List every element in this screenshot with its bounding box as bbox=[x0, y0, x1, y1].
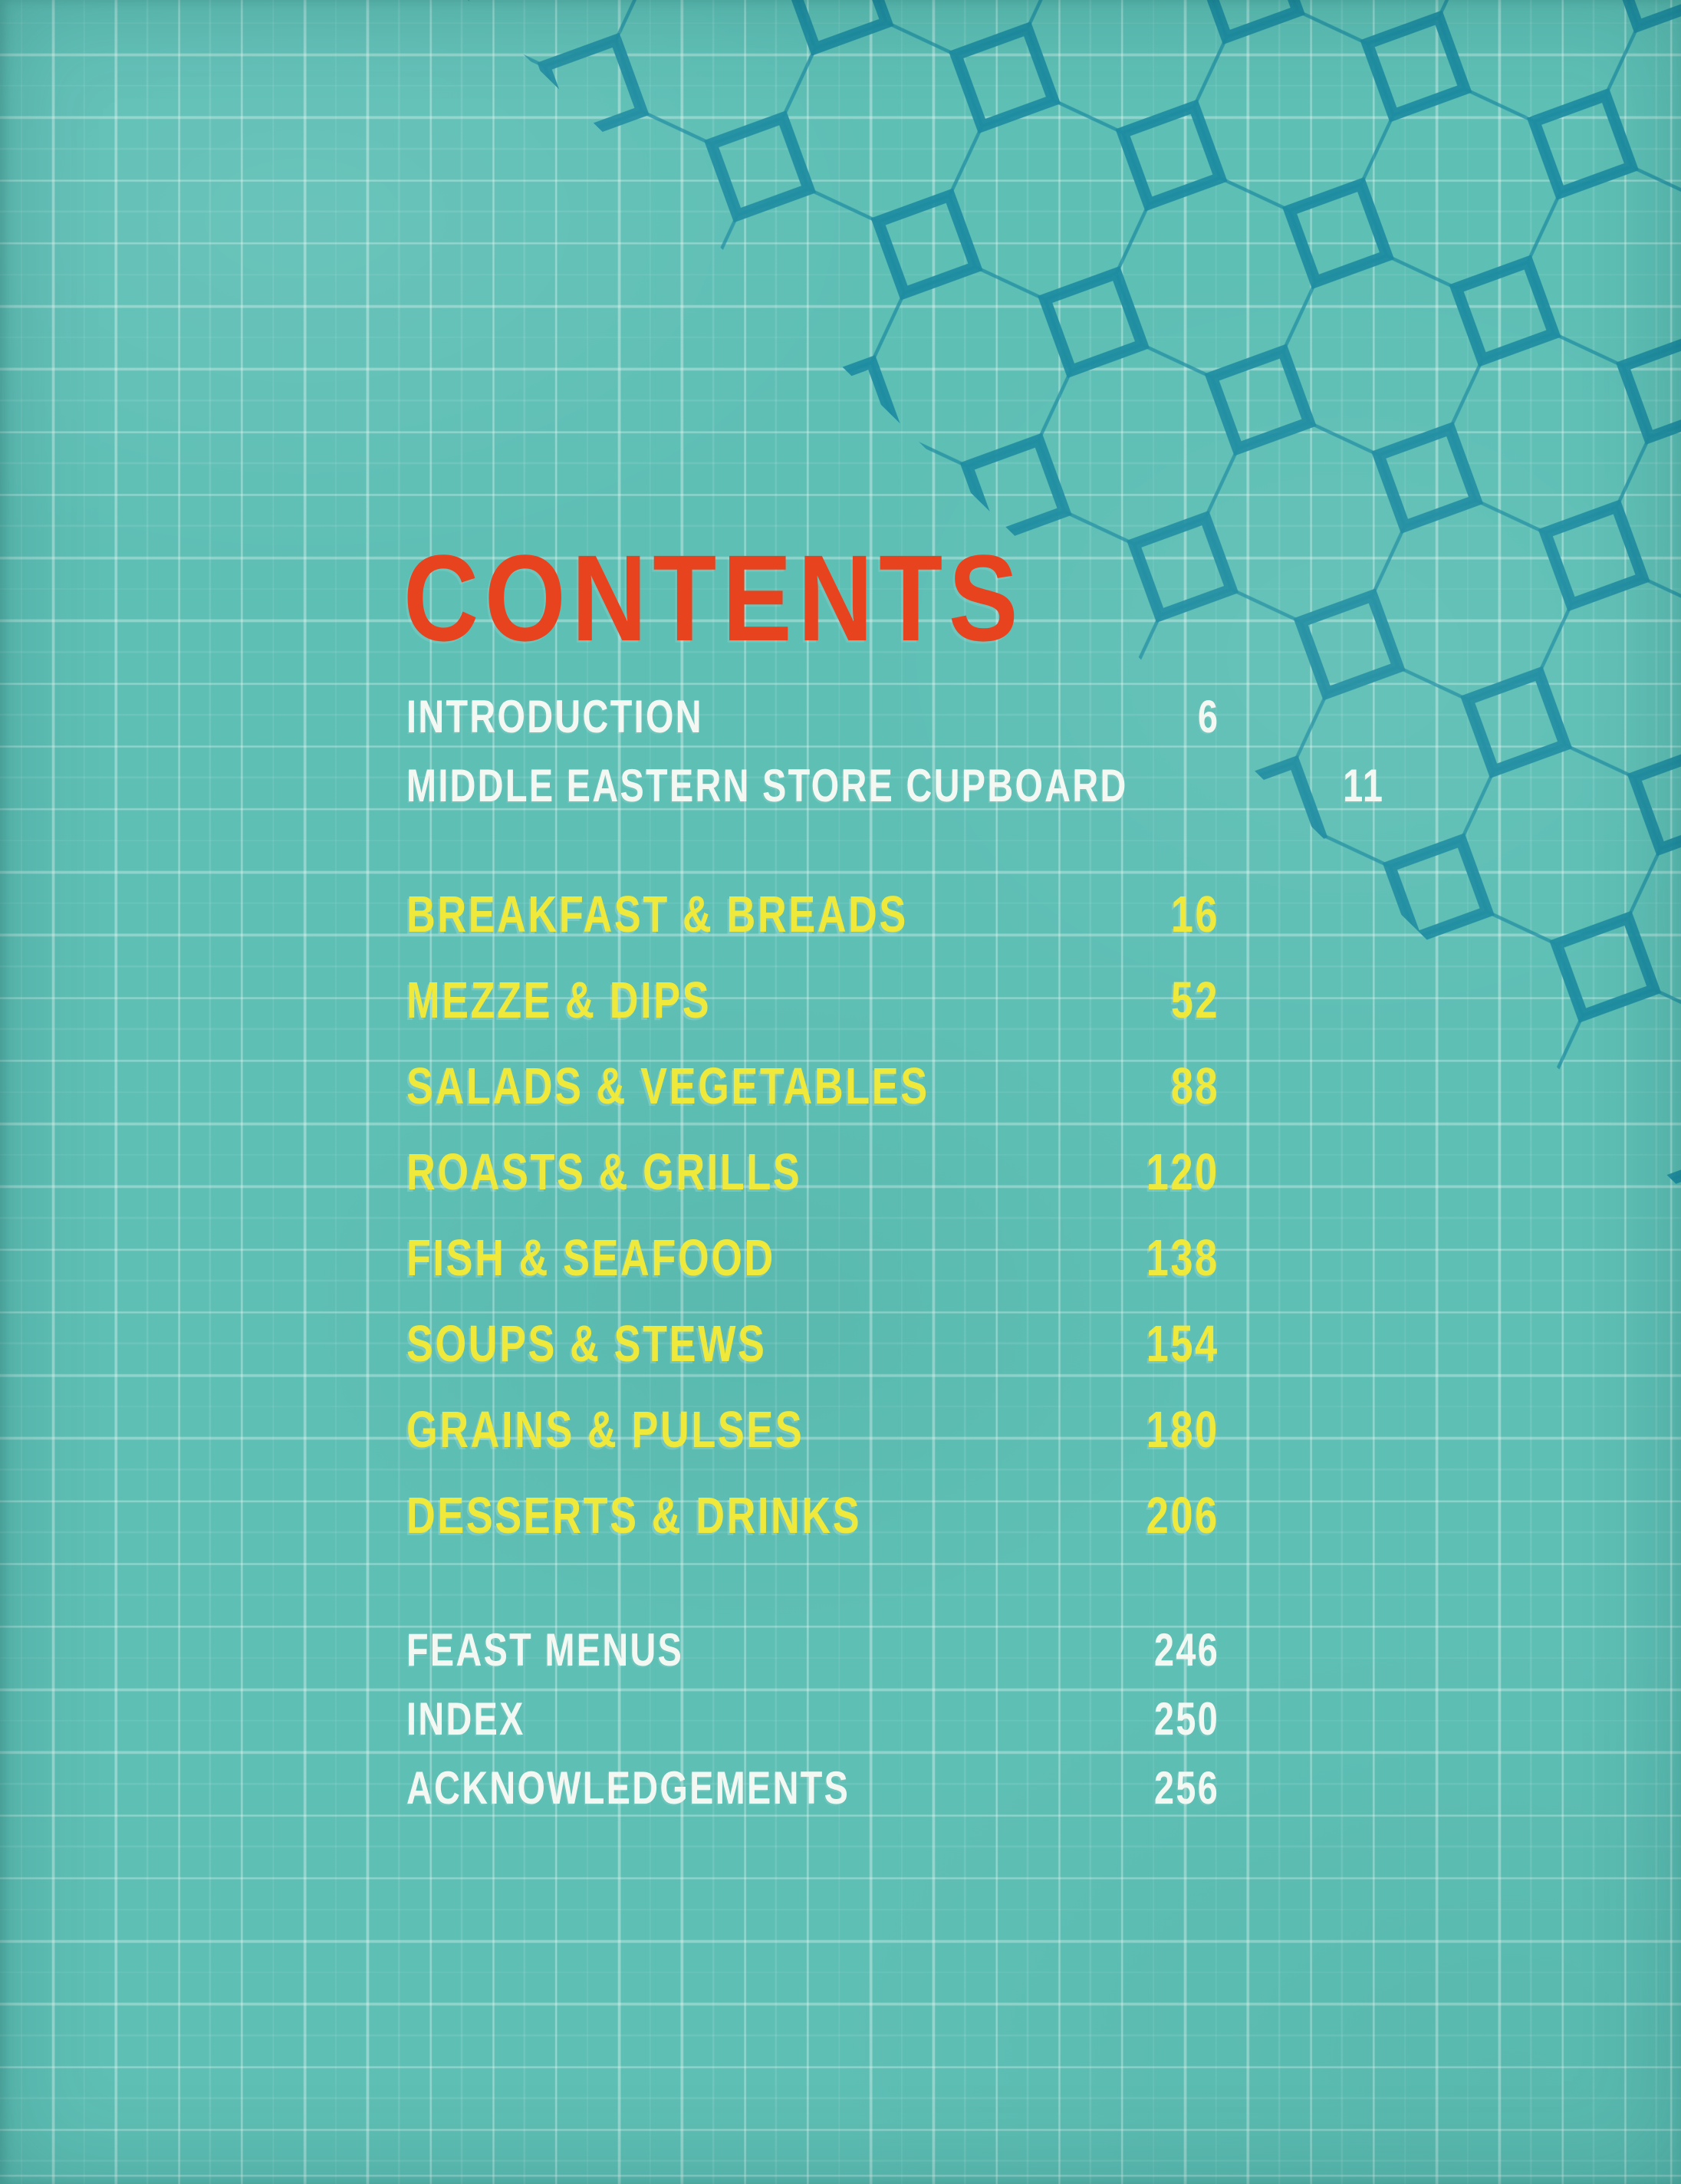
toc-entry: INDEX 250 bbox=[406, 1696, 1219, 1742]
toc-entry: ROASTS & GRILLS 120 bbox=[406, 1146, 1219, 1198]
toc-back-matter: FEAST MENUS 246 INDEX 250 ACKNOWLEDGEMEN… bbox=[406, 1627, 1219, 1811]
toc-entry-label: BREAKFAST & BREADS bbox=[406, 886, 908, 943]
toc-entry: DESSERTS & DRINKS 206 bbox=[406, 1490, 1219, 1541]
toc-entry: FEAST MENUS 246 bbox=[406, 1627, 1219, 1673]
toc-entry-page-number: 154 bbox=[1146, 1315, 1219, 1373]
toc-entry-page-number: 120 bbox=[1146, 1143, 1219, 1201]
toc-entry: MIDDLE EASTERN STORE CUPBOARD 11 bbox=[406, 760, 1383, 811]
toc-entry-label: GRAINS & PULSES bbox=[406, 1401, 804, 1459]
toc-entry-page-number: 256 bbox=[1153, 1762, 1219, 1814]
toc-entry: GRAINS & PULSES 180 bbox=[406, 1404, 1219, 1455]
toc-entry-label: FISH & SEAFOOD bbox=[406, 1229, 775, 1287]
toc-entry-label: ACKNOWLEDGEMENTS bbox=[406, 1762, 850, 1814]
toc-entry-label: MIDDLE EASTERN STORE CUPBOARD bbox=[406, 760, 1128, 811]
toc-entry-label: MEZZE & DIPS bbox=[406, 972, 712, 1029]
toc-entry-label: ROASTS & GRILLS bbox=[406, 1143, 802, 1201]
toc-entry-page-number: 138 bbox=[1146, 1229, 1219, 1287]
page-title: CONTENTS bbox=[403, 529, 1025, 666]
toc-entry-label: SALADS & VEGETABLES bbox=[406, 1057, 929, 1115]
toc-entry-label: DESSERTS & DRINKS bbox=[406, 1487, 862, 1544]
toc-entry-label: INDEX bbox=[406, 1693, 525, 1745]
toc-entry-page-number: 16 bbox=[1170, 886, 1219, 943]
toc-entry-page-number: 11 bbox=[1343, 760, 1385, 811]
toc-entry-page-number: 246 bbox=[1153, 1624, 1219, 1676]
toc-entry: MEZZE & DIPS 52 bbox=[406, 975, 1219, 1026]
toc-entry: FISH & SEAFOOD 138 bbox=[406, 1232, 1219, 1284]
toc-entry: SALADS & VEGETABLES 88 bbox=[406, 1061, 1219, 1112]
toc-entry-label: SOUPS & STEWS bbox=[406, 1315, 767, 1373]
toc-entry: INTRODUCTION 6 bbox=[406, 694, 1219, 740]
toc-entry-page-number: 250 bbox=[1153, 1693, 1219, 1745]
toc-entry-page-number: 88 bbox=[1170, 1057, 1219, 1115]
toc-front-matter: INTRODUCTION 6 MIDDLE EASTERN STORE CUPB… bbox=[406, 694, 1383, 811]
toc-entry-page-number: 206 bbox=[1146, 1487, 1219, 1544]
toc-entry-label: FEAST MENUS bbox=[406, 1624, 684, 1676]
toc-entry-page-number: 52 bbox=[1170, 972, 1219, 1029]
toc-entry: ACKNOWLEDGEMENTS 256 bbox=[406, 1765, 1219, 1811]
toc-entry-page-number: 6 bbox=[1197, 691, 1219, 742]
toc-entry: BREAKFAST & BREADS 16 bbox=[406, 889, 1219, 940]
toc-chapters: BREAKFAST & BREADS 16 MEZZE & DIPS 52 SA… bbox=[406, 889, 1219, 1541]
toc-entry-label: INTRODUCTION bbox=[406, 691, 703, 742]
toc-entry: SOUPS & STEWS 154 bbox=[406, 1318, 1219, 1370]
toc-entry-page-number: 180 bbox=[1146, 1401, 1219, 1459]
